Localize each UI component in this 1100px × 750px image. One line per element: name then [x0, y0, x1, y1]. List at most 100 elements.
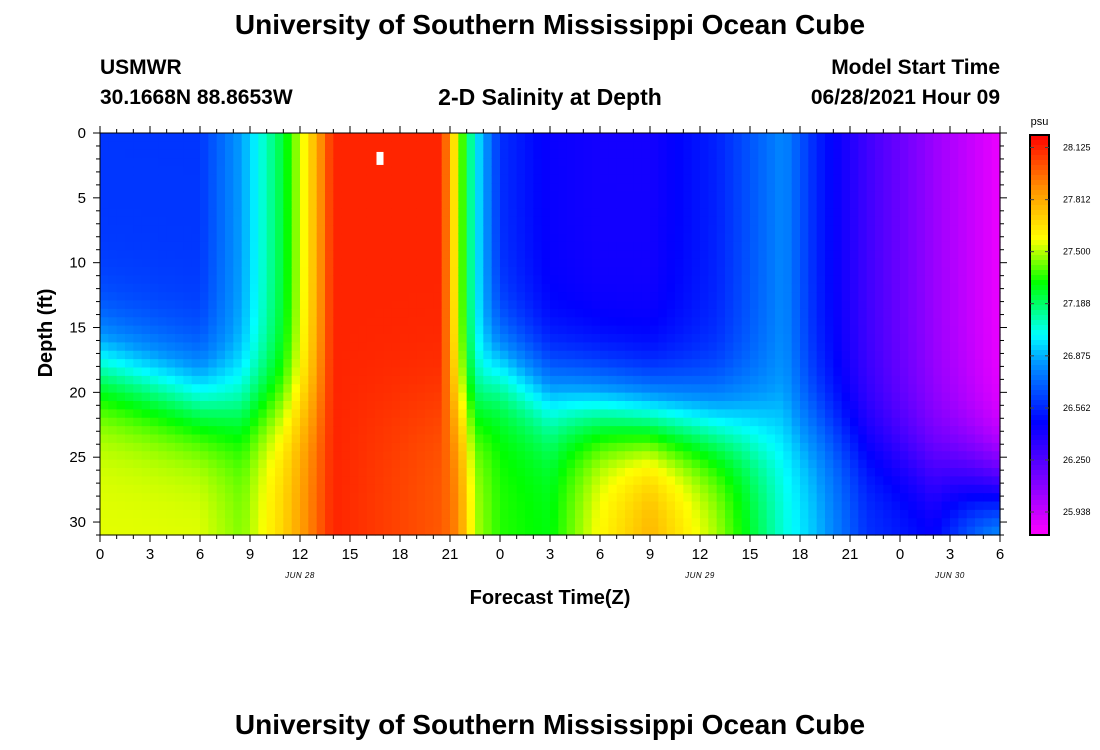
- heatmap-cell: [608, 141, 618, 151]
- heatmap-cell: [158, 367, 168, 377]
- heatmap-cell: [325, 468, 334, 477]
- heatmap-cell: [383, 493, 393, 503]
- heatmap-cell: [191, 350, 201, 360]
- heatmap-cell: [216, 275, 226, 285]
- heatmap-cell: [366, 275, 376, 285]
- heatmap-cell: [283, 317, 293, 327]
- heatmap-cell: [266, 258, 276, 268]
- heatmap-cell: [733, 283, 743, 293]
- heatmap-cell: [583, 241, 593, 251]
- heatmap-cell: [683, 141, 693, 151]
- heatmap-cell: [708, 350, 718, 360]
- heatmap-cell: [483, 141, 493, 151]
- heatmap-cell: [950, 158, 959, 168]
- heatmap-cell: [658, 225, 668, 235]
- heatmap-cell: [391, 200, 401, 209]
- heatmap-cell: [950, 225, 959, 235]
- heatmap-cell: [350, 174, 359, 184]
- heatmap-cell: [500, 149, 509, 159]
- heatmap-cell: [741, 183, 751, 193]
- heatmap-cell: [883, 275, 893, 285]
- heatmap-cell: [708, 200, 718, 209]
- heatmap-cell: [816, 401, 826, 410]
- heatmap-cell: [808, 384, 818, 394]
- heatmap-cell: [458, 216, 468, 226]
- heatmap-cell: [358, 258, 368, 268]
- heatmap-cell: [575, 384, 584, 394]
- heatmap-cell: [458, 258, 468, 268]
- heatmap-cell: [575, 459, 584, 469]
- heatmap-cell: [725, 241, 734, 251]
- heatmap-cell: [808, 166, 818, 176]
- heatmap-cell: [908, 509, 918, 519]
- heatmap-cell: [750, 375, 759, 385]
- heatmap-cell: [741, 241, 751, 251]
- heatmap-cell: [225, 367, 234, 377]
- heatmap-cell: [833, 325, 843, 335]
- heatmap-cell: [716, 459, 726, 469]
- heatmap-cell: [691, 208, 701, 218]
- heatmap-cell: [666, 426, 676, 436]
- heatmap-cell: [416, 225, 426, 235]
- heatmap-cell: [658, 317, 668, 327]
- heatmap-cell: [566, 476, 576, 486]
- heatmap-cell: [383, 292, 393, 302]
- heatmap-cell: [833, 200, 843, 209]
- heatmap-cell: [658, 241, 668, 251]
- heatmap-cell: [225, 384, 234, 394]
- heatmap-cell: [775, 342, 784, 352]
- heatmap-cell: [500, 133, 509, 142]
- heatmap-cell: [575, 250, 584, 260]
- heatmap-cell: [566, 233, 576, 243]
- heatmap-cell: [550, 317, 559, 327]
- heatmap-cell: [100, 334, 109, 343]
- heatmap-cell: [375, 342, 384, 352]
- heatmap-cell: [441, 468, 451, 477]
- heatmap-cell: [566, 292, 576, 302]
- heatmap-cell: [408, 250, 418, 260]
- heatmap-cell: [550, 283, 559, 293]
- heatmap-cell: [766, 493, 776, 503]
- heatmap-cell: [291, 275, 301, 285]
- heatmap-cell: [516, 308, 526, 318]
- heatmap-cell: [433, 518, 443, 528]
- heatmap-cell: [316, 225, 326, 235]
- heatmap-cell: [175, 501, 184, 511]
- heatmap-cell: [741, 359, 751, 369]
- heatmap-cell: [875, 133, 884, 142]
- heatmap-cell: [125, 459, 134, 469]
- heatmap-cell: [950, 183, 959, 193]
- heatmap-cell: [725, 300, 734, 310]
- heatmap-cell: [216, 200, 226, 209]
- heatmap-cell: [133, 208, 143, 218]
- heatmap-cell: [625, 501, 634, 511]
- heatmap-cell: [341, 250, 351, 260]
- heatmap-cell: [316, 401, 326, 410]
- heatmap-cell: [900, 292, 909, 302]
- heatmap-cell: [225, 258, 234, 268]
- heatmap-cell: [941, 367, 951, 377]
- heatmap-cell: [866, 174, 876, 184]
- heatmap-cell: [850, 409, 859, 419]
- heatmap-cell: [925, 258, 934, 268]
- heatmap-cell: [783, 258, 793, 268]
- heatmap-cell: [216, 509, 226, 519]
- heatmap-cell: [450, 451, 459, 461]
- heatmap-cell: [325, 442, 334, 452]
- heatmap-cell: [775, 484, 784, 494]
- heatmap-cell: [875, 526, 884, 536]
- heatmap-cell: [158, 342, 168, 352]
- heatmap-cell: [808, 267, 818, 276]
- heatmap-cell: [733, 392, 743, 402]
- heatmap-cell: [116, 451, 126, 461]
- heatmap-cell: [291, 325, 301, 335]
- heatmap-cell: [858, 476, 868, 486]
- heatmap-cell: [491, 526, 501, 536]
- heatmap-cell: [958, 342, 968, 352]
- heatmap-cell: [233, 409, 243, 419]
- heatmap-cell: [275, 191, 284, 201]
- heatmap-cell: [258, 434, 268, 444]
- heatmap-cell: [775, 359, 784, 369]
- heatmap-cell: [841, 367, 851, 377]
- heatmap-cell: [283, 208, 293, 218]
